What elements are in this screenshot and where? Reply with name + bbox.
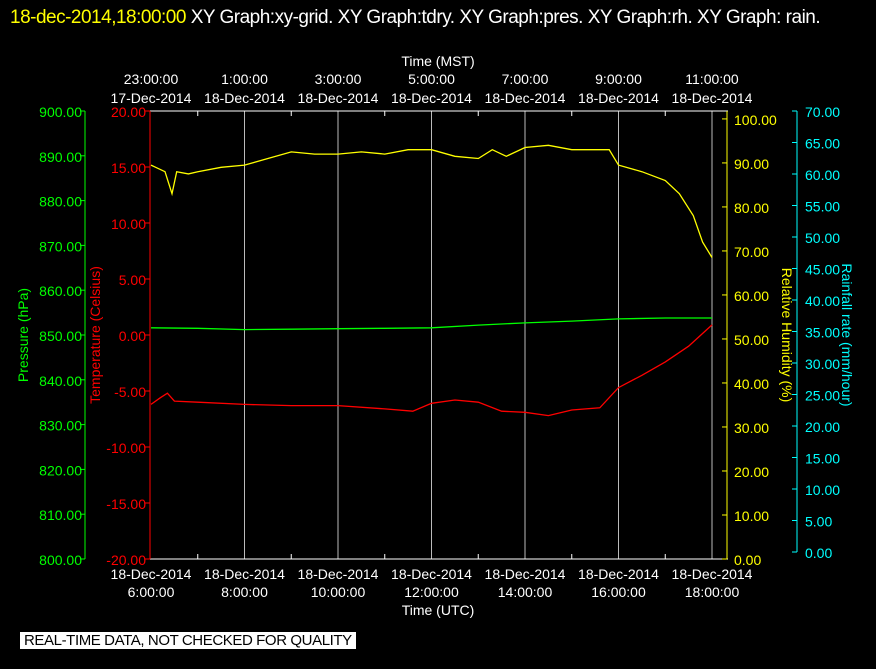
pressure-tick-label: 830.00 — [39, 418, 82, 434]
top-tick-time: 1:00:00 — [221, 71, 268, 87]
bottom-tick-date: 18-Dec-2014 — [578, 566, 659, 582]
humidity-tick-label: 20.00 — [734, 464, 769, 480]
top-tick-time: 11:00:00 — [685, 71, 739, 87]
top-tick-date: 17-Dec-2014 — [111, 90, 192, 106]
title-timestamp: 18-dec-2014,18:00:00 — [10, 7, 186, 28]
temperature-tick-label: 15.00 — [111, 160, 146, 176]
quality-banner: REAL-TIME DATA, NOT CHECKED FOR QUALITY — [20, 632, 356, 649]
pressure-tick-label: 810.00 — [39, 507, 82, 523]
humidity-axis-title: Relative Humidity (%) — [779, 268, 795, 403]
axes: 18-Dec-2014 6:00:00 23:00:00 17-Dec-2014 18-… — [15, 53, 855, 618]
bottom-tick-date: 18-Dec-2014 — [672, 566, 753, 582]
temperature-tick-label: 10.00 — [111, 216, 146, 232]
pressure-tick-label: 880.00 — [39, 194, 82, 210]
bottom-tick-date: 18-Dec-2014 — [485, 566, 566, 582]
top-tick-date: 18-Dec-2014 — [672, 90, 753, 106]
humidity-tick-label: 90.00 — [734, 156, 769, 172]
rain-tick-label: 5.00 — [805, 514, 832, 530]
top-tick-date: 18-Dec-2014 — [485, 90, 566, 106]
rain-tick-label: 65.00 — [805, 136, 840, 152]
rain-tick-label: 0.00 — [805, 545, 832, 561]
humidity-tick-label: 100.00 — [734, 112, 777, 128]
pressure-tick-label: 820.00 — [39, 462, 82, 478]
humidity-tick-label: 60.00 — [734, 288, 769, 304]
rain-tick-label: 60.00 — [805, 167, 840, 183]
top-tick-time: 9:00:00 — [595, 71, 642, 87]
rain-axis-title: Rainfall rate (mm/hour) — [839, 263, 855, 406]
top-tick-time: 7:00:00 — [502, 71, 549, 87]
top-tick-date: 18-Dec-2014 — [298, 90, 379, 106]
temperature-tick-label: 0.00 — [119, 328, 146, 344]
humidity-tick-label: 30.00 — [734, 420, 769, 436]
temperature-tick-label: -5.00 — [114, 384, 146, 400]
bottom-tick-time: 12:00:00 — [404, 584, 459, 600]
rain-tick-label: 50.00 — [805, 230, 840, 246]
tdry-series-line — [150, 324, 713, 417]
title-text: XY Graph:xy-grid. XY Graph:tdry. XY Grap… — [185, 7, 821, 28]
rain-tick-label: 70.00 — [805, 104, 840, 120]
top-axis-label: Time (MST) — [401, 53, 474, 69]
bottom-axis-label: Time (UTC) — [402, 602, 475, 618]
temperature-tick-label: -20.00 — [106, 552, 146, 568]
bottom-tick-time: 10:00:00 — [311, 584, 366, 600]
rain-tick-label: 15.00 — [805, 451, 840, 467]
bottom-tick-date: 18-Dec-2014 — [204, 566, 285, 582]
pressure-tick-label: 860.00 — [39, 283, 82, 299]
rain-tick-label: 35.00 — [805, 325, 840, 341]
rain-tick-label: 10.00 — [805, 482, 840, 498]
top-tick-time: 3:00:00 — [315, 71, 362, 87]
humidity-tick-label: 10.00 — [734, 508, 769, 524]
humidity-tick-label: 80.00 — [734, 200, 769, 216]
pressure-tick-label: 870.00 — [39, 238, 82, 254]
bottom-tick-time: 6:00:00 — [128, 584, 175, 600]
bottom-tick-time: 8:00:00 — [221, 584, 268, 600]
top-tick-date: 18-Dec-2014 — [204, 90, 285, 106]
pressure-tick-label: 840.00 — [39, 373, 82, 389]
rain-tick-label: 40.00 — [805, 293, 840, 309]
rain-tick-label: 20.00 — [805, 419, 840, 435]
top-tick-time: 23:00:00 — [124, 71, 179, 87]
bottom-tick-date: 18-Dec-2014 — [111, 566, 192, 582]
temperature-tick-label: -10.00 — [106, 440, 146, 456]
bottom-tick-date: 18-Dec-2014 — [391, 566, 472, 582]
temperature-tick-label: -15.00 — [106, 496, 146, 512]
top-tick-time: 5:00:00 — [408, 71, 455, 87]
rain-tick-label: 30.00 — [805, 356, 840, 372]
rain-tick-label: 55.00 — [805, 199, 840, 215]
humidity-tick-label: 40.00 — [734, 376, 769, 392]
bottom-tick-time: 18:00:00 — [685, 584, 740, 600]
temperature-tick-label: 20.00 — [111, 104, 146, 120]
top-tick-date: 18-Dec-2014 — [391, 90, 472, 106]
rh-series-line — [150, 144, 713, 258]
series-lines — [150, 144, 713, 417]
pressure-tick-label: 800.00 — [39, 552, 82, 568]
humidity-tick-label: 50.00 — [734, 332, 769, 348]
humidity-tick-label: 0.00 — [734, 552, 761, 568]
pressure-axis-title: Pressure (hPa) — [15, 288, 31, 382]
pressure-tick-label: 900.00 — [39, 104, 82, 120]
bottom-tick-date: 18-Dec-2014 — [298, 566, 379, 582]
temperature-tick-label: 5.00 — [119, 272, 146, 288]
top-tick-date: 18-Dec-2014 — [578, 90, 659, 106]
pressure-tick-label: 850.00 — [39, 328, 82, 344]
graph-title: 18-dec-2014,18:00:00 XY Graph:xy-grid. X… — [10, 2, 870, 33]
humidity-tick-label: 70.00 — [734, 244, 769, 260]
temperature-axis-title: Temperature (Celsius) — [87, 266, 103, 404]
pressure-tick-label: 890.00 — [39, 149, 82, 165]
bottom-tick-time: 14:00:00 — [498, 584, 553, 600]
grid — [244, 111, 713, 559]
bottom-tick-time: 16:00:00 — [591, 584, 646, 600]
rain-tick-label: 25.00 — [805, 388, 840, 404]
rain-tick-label: 45.00 — [805, 262, 840, 278]
pres-series-line — [150, 317, 712, 331]
